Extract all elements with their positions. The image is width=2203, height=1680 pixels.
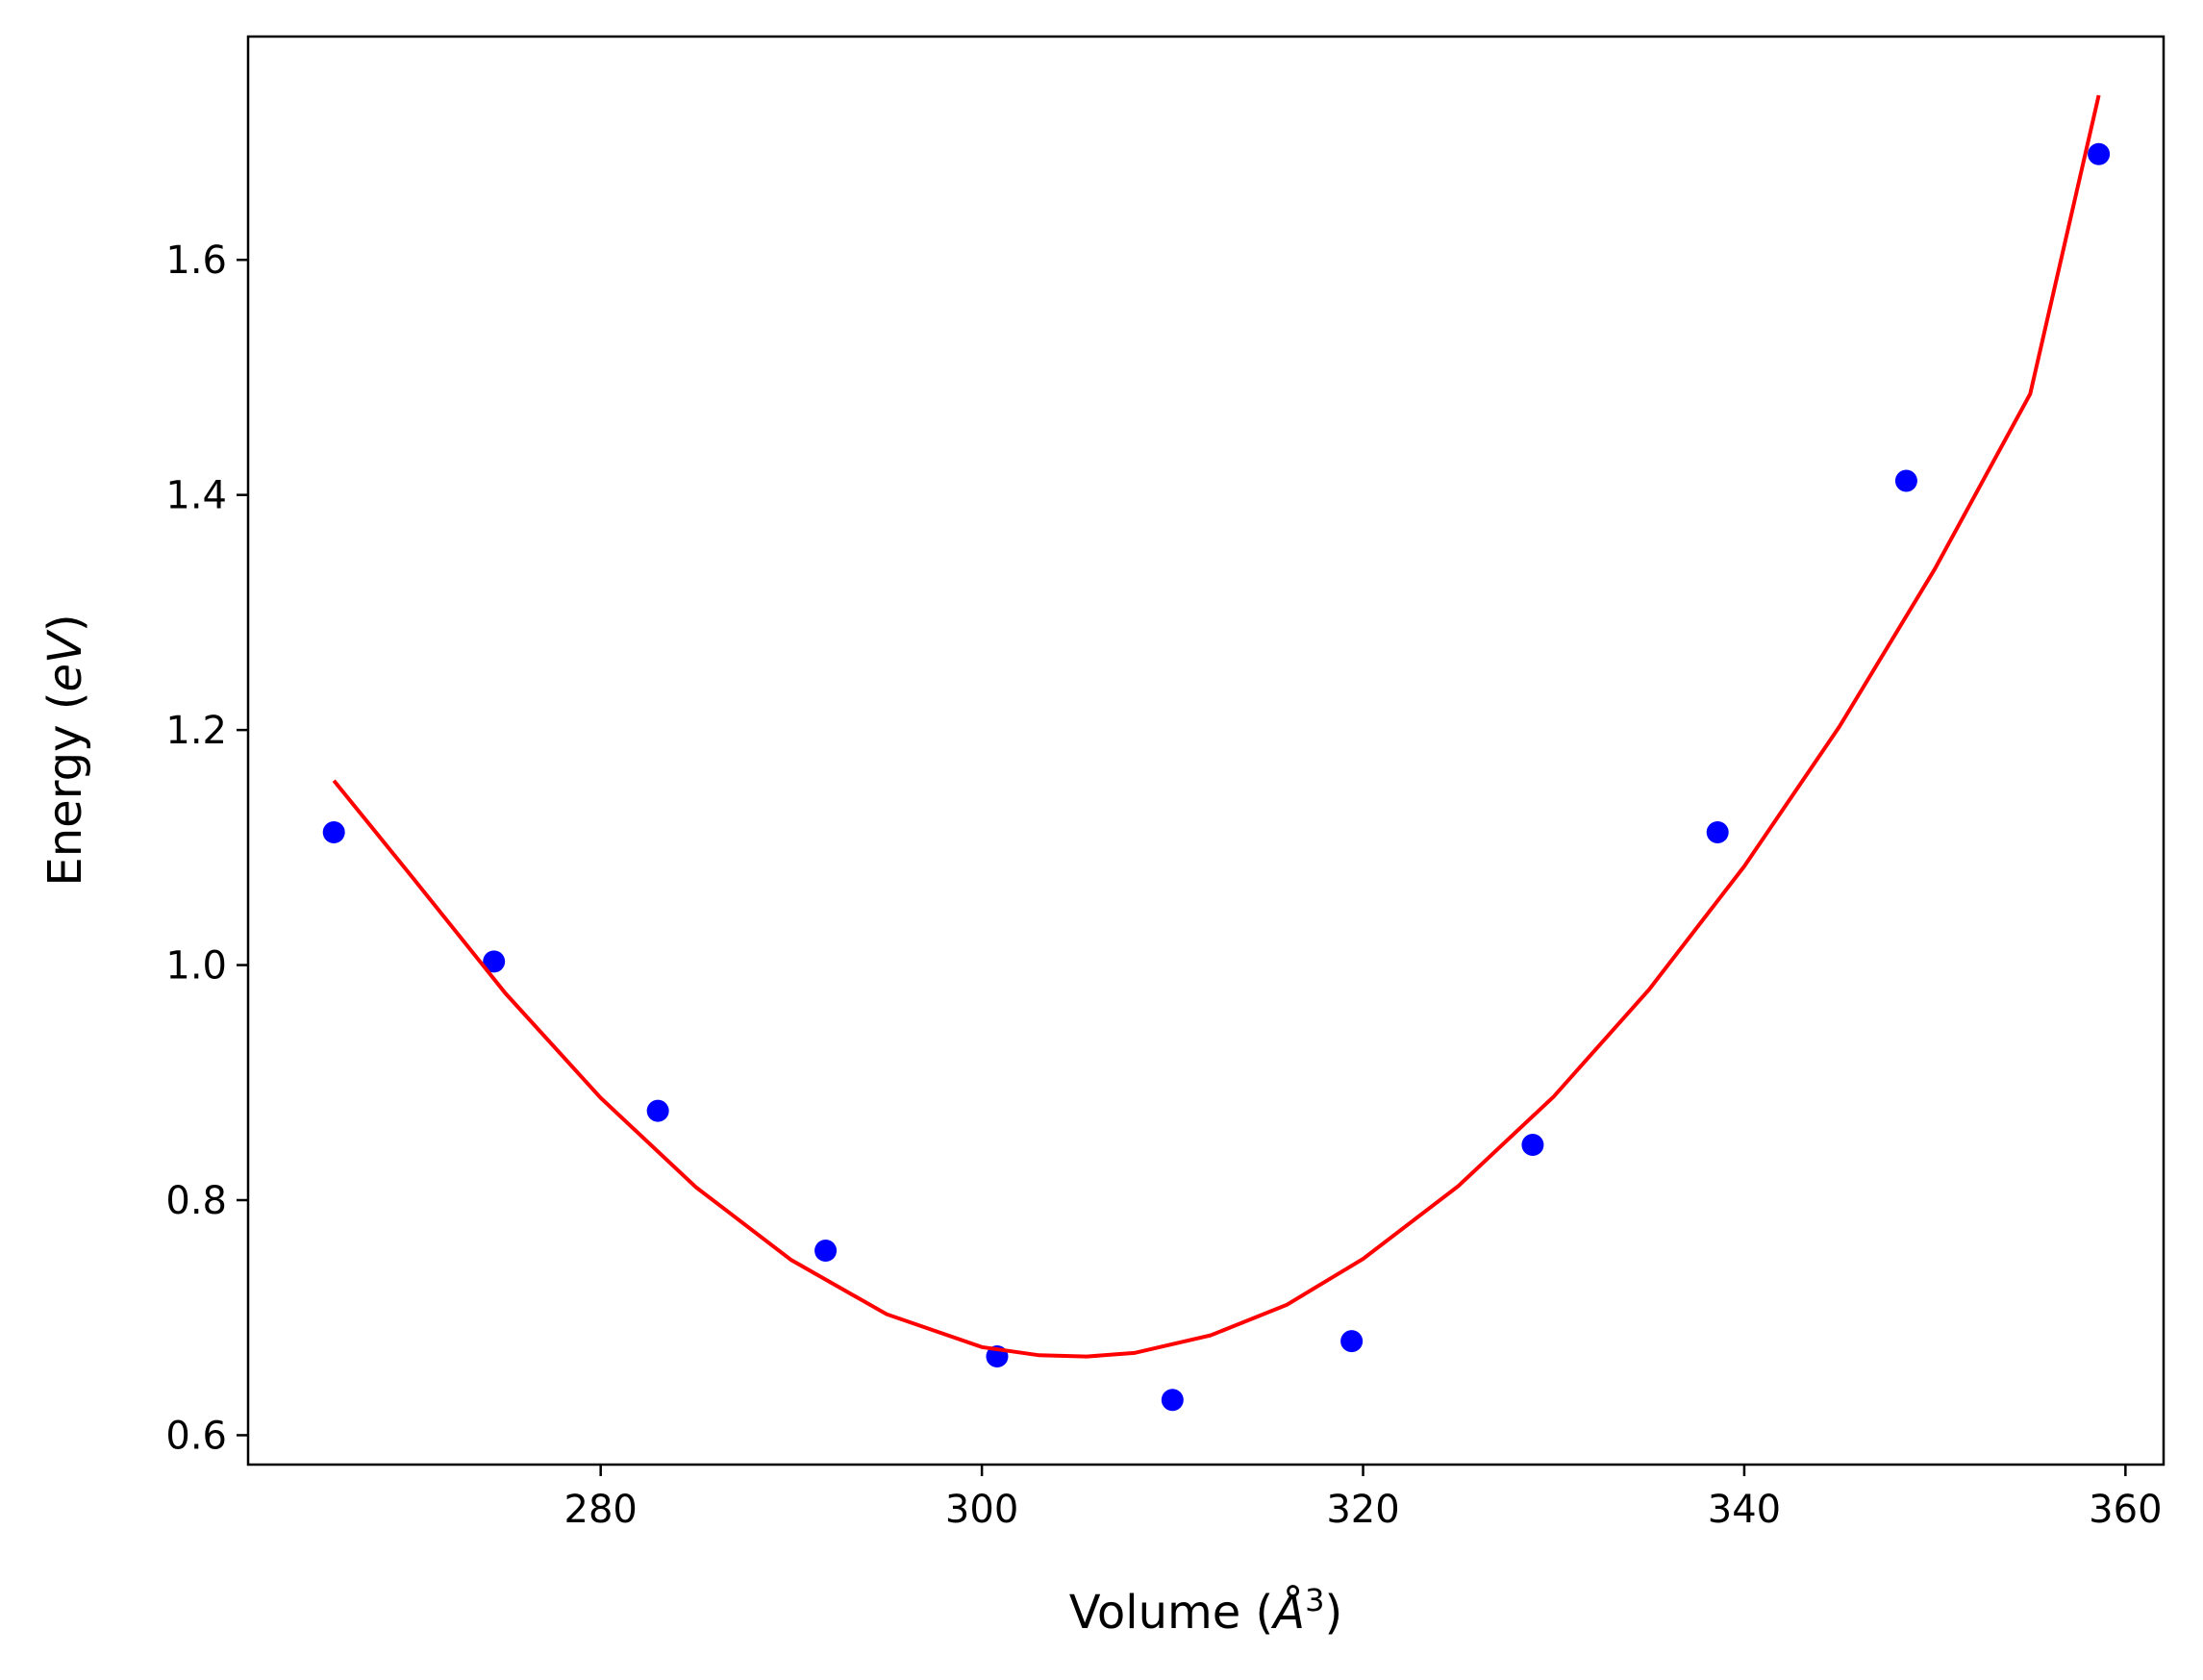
- fit-curve: [332, 94, 2101, 1359]
- data-point-3: [646, 1099, 669, 1122]
- y-axis-label: Energy (eV): [38, 614, 92, 886]
- y-tick-label: 0.6: [165, 1414, 227, 1458]
- y-tick-label: 1.2: [165, 709, 227, 753]
- y-tick-label: 0.8: [165, 1179, 227, 1223]
- data-point-9: [1706, 820, 1729, 843]
- x-axis-label: Volume (Å3): [1069, 1582, 1342, 1640]
- plot-frame: [246, 35, 2165, 1467]
- y-tick-label: 1.6: [165, 238, 227, 283]
- data-point-6: [1161, 1389, 1184, 1412]
- data-point-7: [1340, 1330, 1364, 1353]
- data-point-2: [483, 950, 506, 973]
- data-point-10: [1894, 469, 1917, 492]
- x-tick-label: 280: [564, 1488, 638, 1532]
- x-tick-label: 340: [1708, 1488, 1781, 1532]
- x-tick-label: 360: [2089, 1488, 2162, 1532]
- y-tick-label: 1.0: [165, 944, 227, 989]
- x-tick-label: 320: [1326, 1488, 1399, 1532]
- plot-layer: [322, 94, 2111, 1412]
- data-point-11: [2088, 142, 2111, 165]
- data-point-1: [322, 820, 345, 843]
- ticks-layer: 280 300 320 340 360 0.6 0.8 1.0 1.2 1.4 1.6: [165, 238, 2162, 1532]
- data-point-4: [814, 1240, 838, 1263]
- x-tick-label: 300: [945, 1488, 1018, 1532]
- data-point-8: [1521, 1134, 1544, 1157]
- y-tick-label: 1.4: [165, 474, 227, 518]
